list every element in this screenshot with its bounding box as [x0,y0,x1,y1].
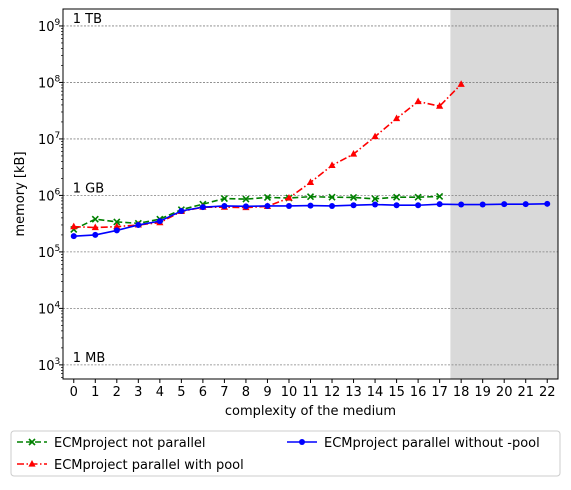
legend: ECMproject not parallel ECMproject parall… [10,430,561,477]
data-point-2-18 [458,201,465,208]
data-point-2-19 [479,201,486,208]
legend-marker-1 [28,460,36,467]
x-tick-label-7: 7 [220,385,228,400]
data-point-2-3 [135,221,142,228]
data-point-2-22 [544,200,551,207]
x-tick-label-6: 6 [199,385,207,400]
legend-box [10,430,561,477]
data-point-2-4 [156,218,163,225]
x-tick-label-19: 19 [474,385,491,400]
y-tick-label-5: 108 [38,74,61,91]
x-tick-label-8: 8 [242,385,250,400]
y-tick-label-0: 103 [38,357,60,374]
data-point-2-20 [501,201,508,208]
legend-label-2: ECMproject parallel without -pool [324,436,540,451]
legend-marker-2 [299,439,305,445]
data-point-2-10 [285,202,292,209]
data-point-0-1 [91,215,99,223]
y-tick-label-3: 106 [38,187,61,204]
y-tick-label-6: 109 [38,18,61,35]
x-tick-label-3: 3 [134,385,142,400]
x-tick-label-12: 12 [324,385,341,400]
shaded-region [450,9,558,379]
series-line-0 [73,195,440,231]
x-tick-label-15: 15 [388,385,405,400]
data-point-0-15 [393,193,401,201]
annotation-label-2: 1 MB [73,351,106,366]
data-point-1-11 [306,178,315,185]
data-point-2-15 [393,202,400,209]
data-point-0-12 [328,193,336,201]
data-point-2-9 [264,202,271,209]
data-point-2-8 [242,203,249,210]
data-point-2-6 [199,204,206,211]
x-tick-label-2: 2 [113,385,121,400]
x-tick-label-20: 20 [496,385,513,400]
data-point-1-15 [392,114,401,122]
x-tick-label-0: 0 [70,385,78,400]
data-point-1-17 [436,102,444,109]
data-point-0-14 [371,195,379,203]
y-tick-label-4: 107 [38,131,60,148]
data-point-1-13 [349,150,358,157]
x-tick-label-9: 9 [263,385,271,400]
series-0 [70,192,444,233]
y-axis-label: memory [kB] [13,151,28,236]
data-point-2-21 [522,201,529,208]
data-point-1-14 [371,132,379,140]
plot-area: 1 TB 1 GB 1 MB [63,9,558,379]
x-axis-label: complexity of the medium [225,404,396,419]
data-point-2-12 [329,202,336,209]
x-tick-label-21: 21 [517,385,534,400]
data-point-2-13 [350,202,357,209]
data-point-0-16 [414,193,422,201]
x-tick-label-1: 1 [91,385,99,400]
data-point-1-16 [414,97,422,105]
series-2 [70,200,551,240]
y-tick-label-2: 105 [38,244,60,261]
data-point-2-5 [178,207,185,214]
data-point-2-11 [307,202,314,209]
data-point-1-10 [285,193,293,201]
data-point-0-9 [263,193,272,202]
data-point-2-14 [372,201,379,208]
legend-marker-0 [28,438,36,446]
data-point-0-11 [306,193,315,201]
data-point-2-0 [70,233,77,240]
data-point-2-1 [92,231,99,238]
legend-label-1: ECMproject parallel with pool [54,458,244,473]
x-tick-label-10: 10 [281,385,298,400]
data-point-0-7 [220,194,228,203]
data-point-0-8 [242,195,250,203]
data-point-0-17 [436,192,444,200]
data-point-1-18 [457,80,465,87]
data-point-1-1 [91,223,99,231]
data-point-0-13 [349,193,358,202]
annotation-label-0: 1 TB [73,12,102,27]
x-tick-label-16: 16 [410,385,427,400]
x-tick-label-4: 4 [156,385,164,400]
axes: 0 1 2 3 4 5 6 7 8 9 10 11 12 13 14 15 16 17 18 19 20 21 221031… [13,8,559,419]
data-point-1-2 [113,222,121,230]
data-point-2-16 [415,202,422,209]
y-tick-label-1: 104 [38,300,61,317]
data-point-2-17 [436,201,443,208]
data-point-0-2 [113,218,121,226]
x-tick-label-18: 18 [453,385,470,400]
x-tick-label-17: 17 [431,385,448,400]
legend-label-0: ECMproject not parallel [54,436,206,451]
x-tick-label-11: 11 [302,385,319,400]
data-point-1-0 [70,222,78,230]
x-tick-label-13: 13 [345,385,362,400]
data-point-2-2 [113,227,120,234]
data-point-2-7 [221,202,228,209]
x-tick-label-14: 14 [367,385,384,400]
data-point-1-12 [328,161,336,168]
x-tick-label-5: 5 [177,385,185,400]
x-tick-label-22: 22 [539,385,556,400]
annotation-label-1: 1 GB [73,181,104,196]
